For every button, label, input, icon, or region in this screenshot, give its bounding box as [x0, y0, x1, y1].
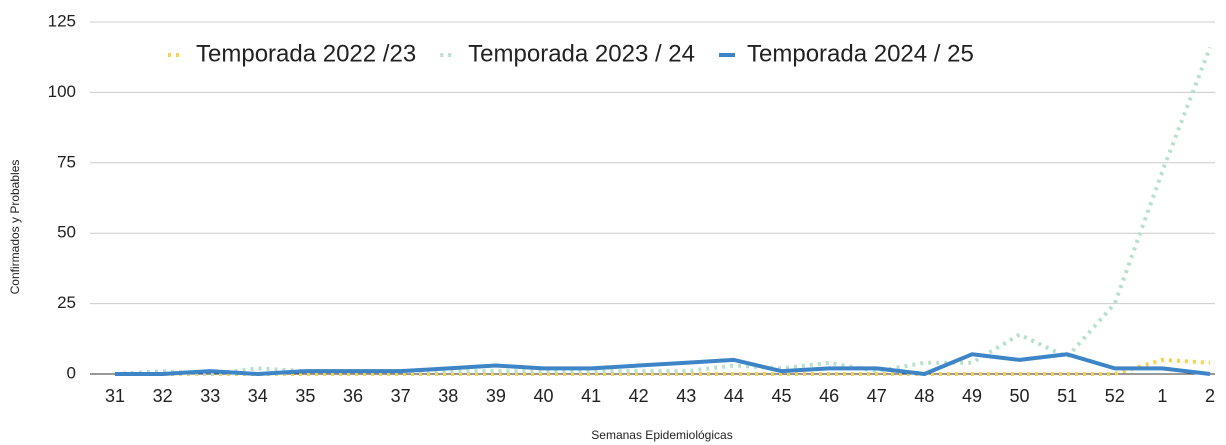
legend-label: Temporada 2023 / 24 [468, 40, 695, 67]
x-tick-label: 40 [533, 386, 553, 406]
x-tick-label: 35 [295, 386, 315, 406]
series-line [114, 46, 1212, 376]
legend-label: Temporada 2022 /23 [196, 40, 416, 67]
x-tick-label: 36 [343, 386, 363, 406]
y-tick-label: 50 [57, 223, 76, 242]
x-axis-label: Semanas Epidemiológicas [591, 428, 732, 442]
y-tick-label: 100 [48, 82, 76, 101]
x-tick-label: 44 [724, 386, 744, 406]
x-tick-label: 1 [1157, 386, 1167, 406]
series-line [115, 357, 1211, 376]
series-line [115, 352, 1211, 376]
x-tick-label: 37 [391, 386, 411, 406]
x-tick-label: 48 [914, 386, 934, 406]
y-tick-label: 75 [57, 152, 76, 171]
x-tick-label: 47 [867, 386, 887, 406]
x-tick-label: 46 [819, 386, 839, 406]
legend-label: Temporada 2024 / 25 [747, 40, 974, 67]
x-tick-label: 45 [772, 386, 792, 406]
x-tick-label: 31 [105, 386, 125, 406]
x-tick-label: 43 [676, 386, 696, 406]
y-tick-label: 25 [57, 293, 76, 312]
x-tick-label: 49 [962, 386, 982, 406]
y-tick-label: 125 [48, 11, 76, 30]
x-tick-label: 42 [629, 386, 649, 406]
y-tick-label: 0 [67, 363, 76, 382]
x-tick-label: 52 [1105, 386, 1125, 406]
x-tick-label: 38 [438, 386, 458, 406]
x-tick-label: 51 [1057, 386, 1077, 406]
x-tick-label: 2 [1205, 386, 1215, 406]
x-tick-label: 41 [581, 386, 601, 406]
y-axis-label: Confirmados y Probables [8, 160, 22, 295]
x-tick-label: 50 [1010, 386, 1030, 406]
x-tick-label: 34 [248, 386, 268, 406]
x-tick-label: 39 [486, 386, 506, 406]
x-tick-label: 33 [200, 386, 220, 406]
x-tick-label: 32 [153, 386, 173, 406]
